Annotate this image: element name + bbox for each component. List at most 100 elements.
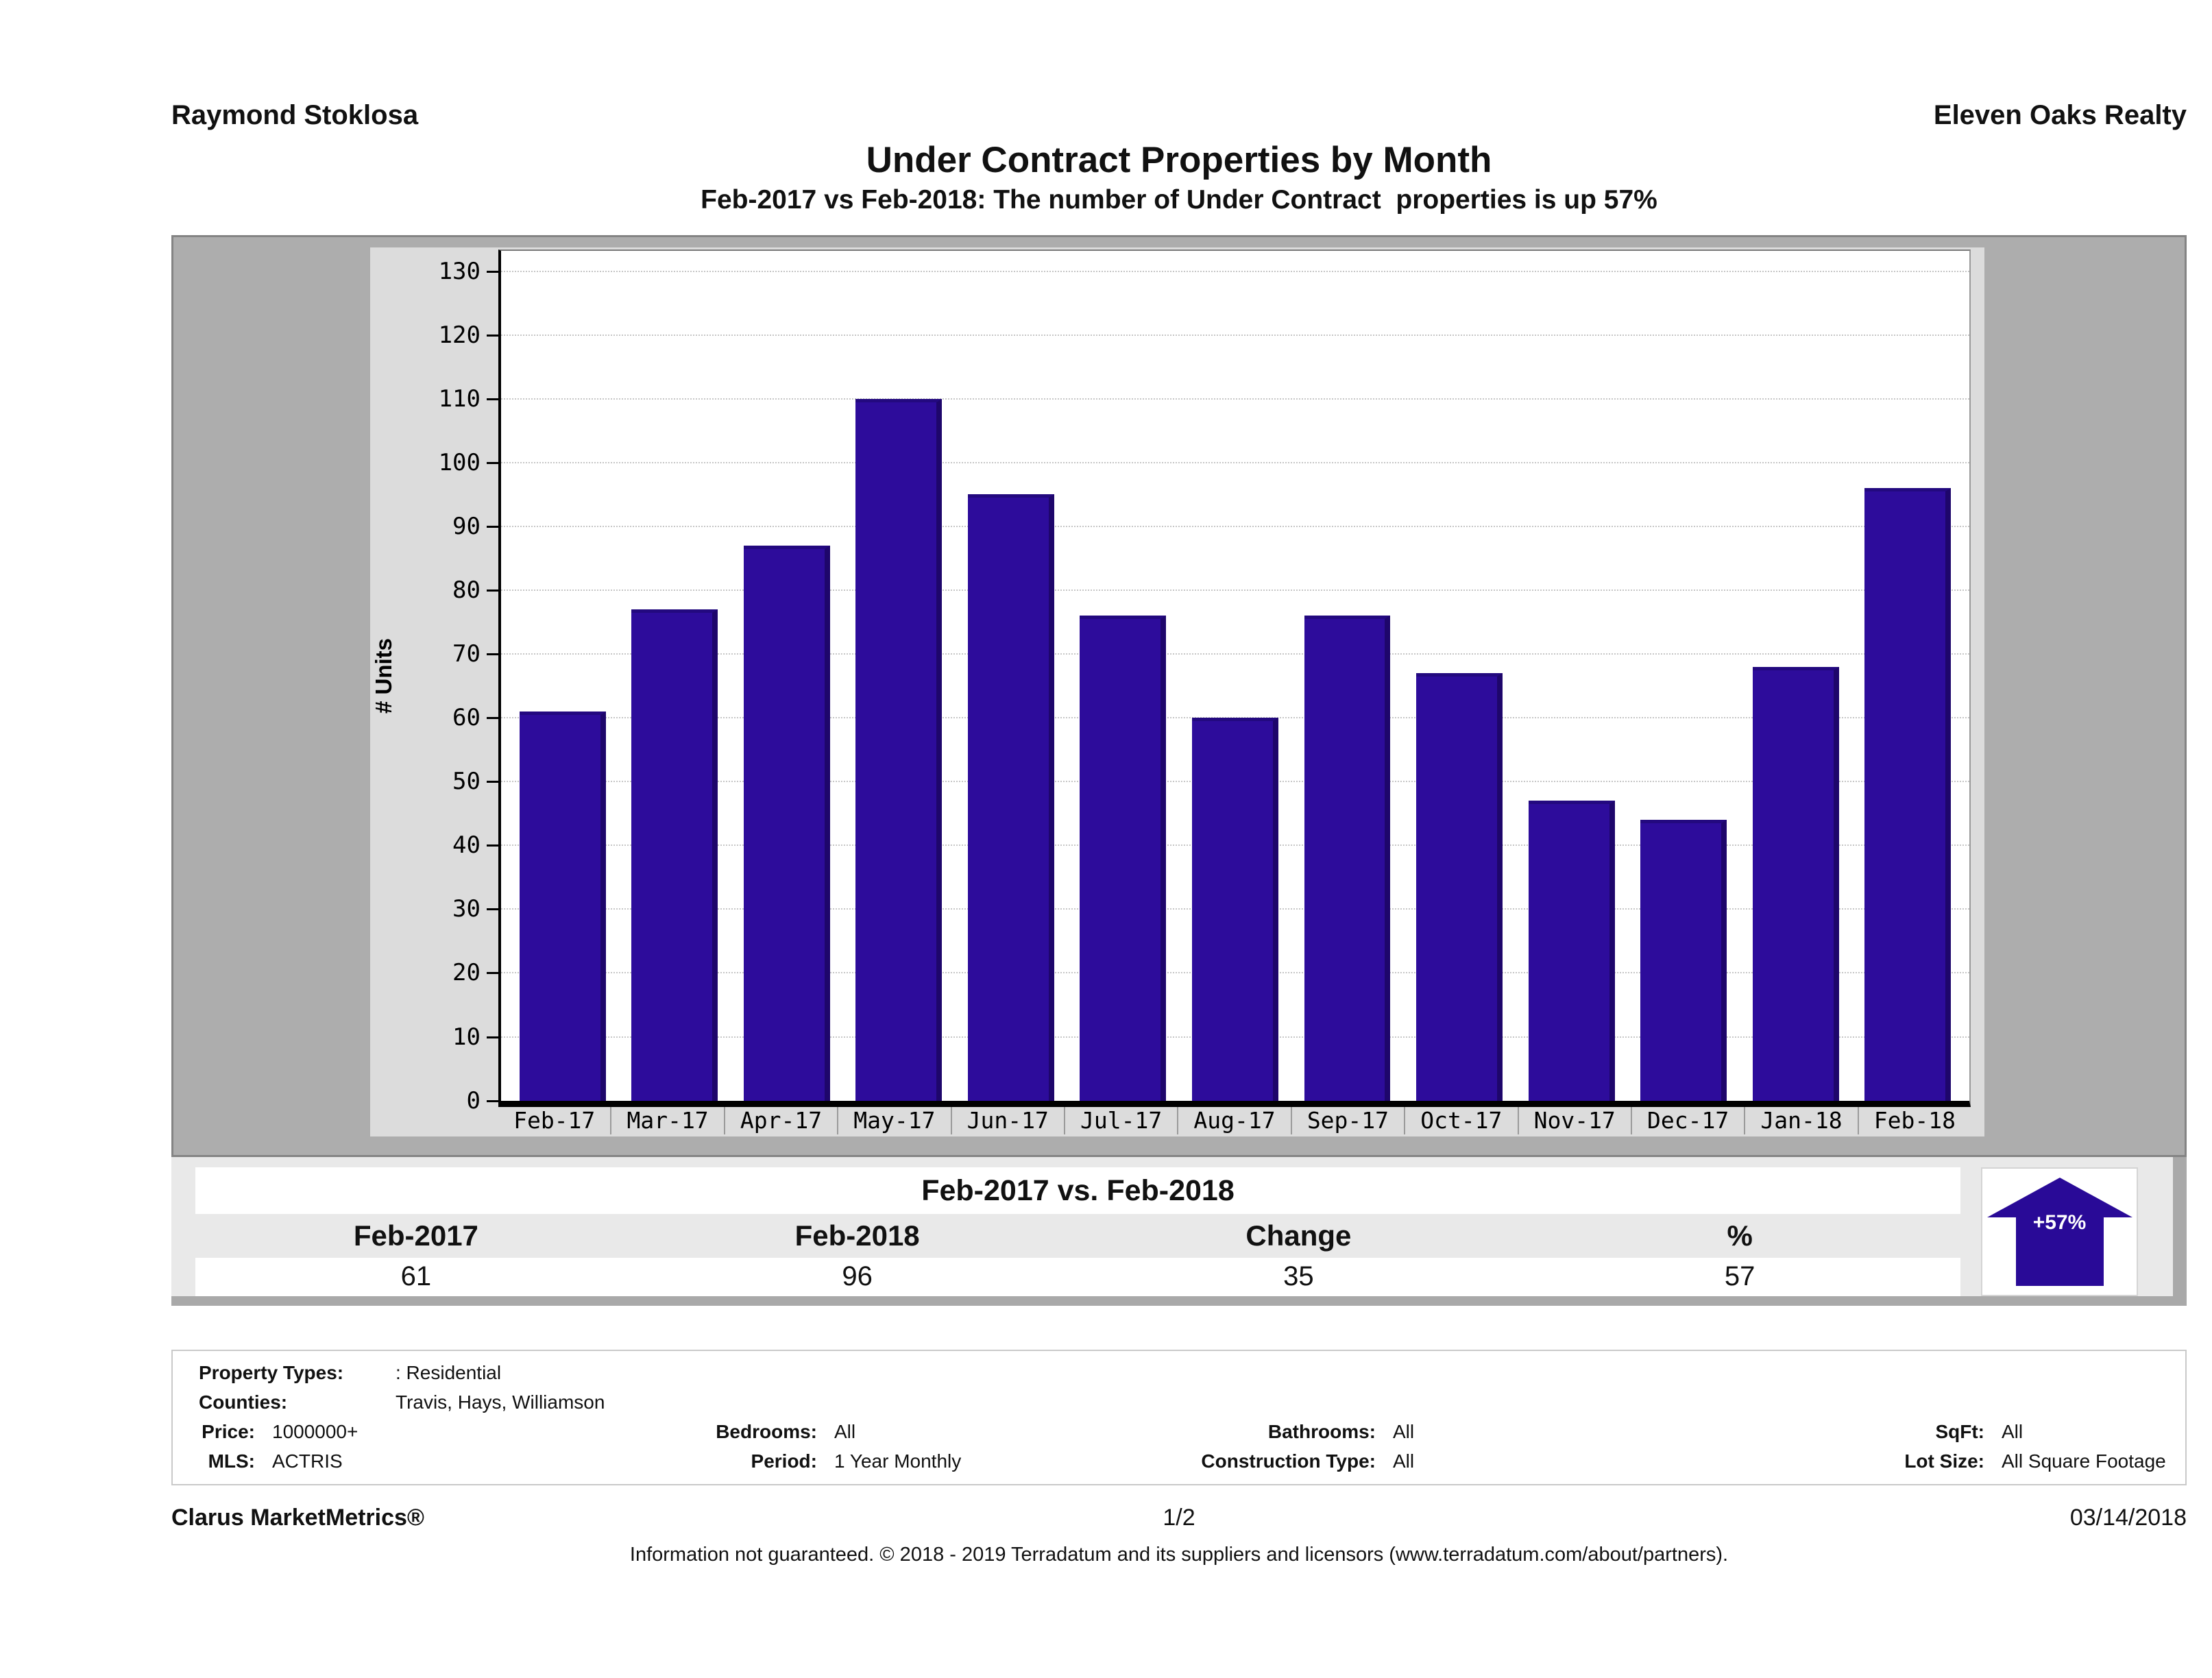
bar-slot xyxy=(1851,488,1964,1101)
y-axis-tick xyxy=(487,1099,498,1102)
y-axis-tick xyxy=(487,589,498,592)
bar-Jan-18 xyxy=(1752,666,1839,1101)
construction-type-value: All xyxy=(1393,1450,1415,1472)
value-change: 35 xyxy=(1283,1261,1314,1292)
criteria-row-mls: MLS: ACTRIS Period: 1 Year Monthly Const… xyxy=(173,1446,2185,1476)
bar-slot xyxy=(1627,820,1740,1101)
gridline xyxy=(501,270,1969,272)
bar-slot xyxy=(1179,718,1291,1101)
y-axis-tick-label: 130 xyxy=(438,257,481,285)
brokerage-name: Eleven Oaks Realty xyxy=(1933,100,2187,130)
bar-Dec-17 xyxy=(1640,820,1727,1101)
x-axis-label: Feb-18 xyxy=(1857,1106,1971,1134)
y-axis-tick-label: 70 xyxy=(452,640,481,668)
x-axis-labels: Feb-17 Mar-17 Apr-17 May-17 Jun-17 Jul-17 Aug-… xyxy=(498,1106,1971,1134)
y-axis-tick xyxy=(487,781,498,783)
x-axis-label: Dec-17 xyxy=(1630,1106,1744,1134)
y-axis-tick-label: 100 xyxy=(438,448,481,476)
bathrooms-value: All xyxy=(1393,1420,1415,1442)
footer-meta-row: Clarus MarketMetrics® 1/2 03/14/2018 xyxy=(171,1505,2187,1531)
bar-Jun-17 xyxy=(967,494,1054,1101)
chart-panel: # Units 0 10 20 30 40 50 60 70 80 90 100 110 120 130 … xyxy=(171,234,2187,1157)
page-title: Under Contract Properties by Month xyxy=(866,140,1492,180)
bar-slot xyxy=(619,609,731,1101)
mls-label: MLS: xyxy=(208,1450,255,1472)
criteria-row-property-types: Property Types: : Residential xyxy=(173,1358,2185,1387)
bar-slot xyxy=(507,711,619,1101)
column-header: Feb-2017 xyxy=(353,1219,478,1252)
agent-name: Raymond Stoklosa xyxy=(171,100,419,130)
column-header: % xyxy=(1727,1219,1753,1252)
bar-slot xyxy=(843,398,956,1101)
page-subtitle: Feb-2017 vs Feb-2018: The number of Unde… xyxy=(701,184,1657,215)
bathrooms-label: Bathrooms: xyxy=(1267,1420,1376,1442)
y-axis-tick xyxy=(487,334,498,337)
mls-value: ACTRIS xyxy=(272,1450,343,1472)
report-date: 03/14/2018 xyxy=(2069,1504,2187,1531)
plot-wrap: # Units 0 10 20 30 40 50 60 70 80 90 100 110 120 130 … xyxy=(371,249,1971,1134)
y-axis-tick-label: 60 xyxy=(452,704,481,732)
value-percent: 57 xyxy=(1724,1261,1755,1292)
y-axis-tick xyxy=(487,972,498,975)
y-axis-tick-label: 120 xyxy=(438,321,481,349)
bar-slot xyxy=(1740,666,1852,1101)
bar-Sep-17 xyxy=(1304,616,1391,1101)
construction-type-label: Construction Type: xyxy=(1201,1450,1376,1472)
x-axis-label: Jun-17 xyxy=(950,1106,1064,1134)
column-header: Change xyxy=(1245,1219,1352,1252)
comparison-header-row: Feb-2017 Feb-2018 Change % xyxy=(195,1214,1960,1258)
gridline xyxy=(501,334,1969,336)
trend-percent-label: +57% xyxy=(2032,1211,2087,1234)
column-header: Feb-2018 xyxy=(794,1219,920,1252)
x-axis-label: Mar-17 xyxy=(610,1106,723,1134)
comparison-value-row: 61 96 35 57 xyxy=(195,1257,1960,1296)
chart-canvas: # Units 0 10 20 30 40 50 60 70 80 90 100 110 120 130 … xyxy=(370,247,1984,1136)
gridline xyxy=(501,461,1969,463)
y-axis-tick-label: 110 xyxy=(438,385,481,413)
y-axis-tick-label: 10 xyxy=(452,1023,481,1051)
bar-slot xyxy=(1067,616,1180,1101)
bar-Feb-18 xyxy=(1864,488,1952,1101)
bedrooms-value: All xyxy=(834,1420,856,1442)
arrow-head xyxy=(1986,1177,2132,1217)
y-axis-tick-label: 90 xyxy=(452,512,481,540)
y-axis-tick xyxy=(487,717,498,720)
price-value: 1000000+ xyxy=(272,1420,358,1442)
trend-arrow-box: +57% xyxy=(1981,1167,2138,1296)
sqft-label: SqFt: xyxy=(1935,1420,1984,1442)
bedrooms-label: Bedrooms: xyxy=(716,1420,817,1442)
y-axis-tick xyxy=(487,653,498,656)
sqft-value: All xyxy=(2002,1420,2023,1442)
y-axis-tick-label: 0 xyxy=(466,1086,481,1115)
gridline xyxy=(501,653,1969,655)
bar-Nov-17 xyxy=(1528,801,1615,1101)
bar-slot xyxy=(1291,616,1404,1101)
x-axis-label: Aug-17 xyxy=(1177,1106,1290,1134)
y-axis-tick xyxy=(487,398,498,400)
value-feb-2018: 96 xyxy=(842,1261,873,1292)
plot-area: # Units 0 10 20 30 40 50 60 70 80 90 100 110 120 130 xyxy=(371,249,1971,1115)
lot-size-label: Lot Size: xyxy=(1904,1450,1984,1472)
period-label: Period: xyxy=(751,1450,817,1472)
counties-label: Counties: xyxy=(199,1391,288,1413)
y-axis-tick-label: 40 xyxy=(452,831,481,860)
bar-slot xyxy=(955,494,1067,1101)
y-axis-tick xyxy=(487,908,498,911)
property-types-value: : Residential xyxy=(396,1361,502,1383)
x-axis-label: Sep-17 xyxy=(1290,1106,1404,1134)
search-criteria-box: Property Types: : Residential Counties: … xyxy=(171,1349,2187,1485)
y-axis-tick-label: 20 xyxy=(452,959,481,987)
comparison-panel: Feb-2017 vs. Feb-2018 Feb-2017 Feb-2018 … xyxy=(171,1156,2187,1306)
criteria-row-price: Price: 1000000+ Bedrooms: All Bathrooms:… xyxy=(173,1417,2185,1446)
bar-Feb-17 xyxy=(519,711,606,1101)
report-header: Raymond Stoklosa Eleven Oaks Realty xyxy=(171,0,2187,129)
comparison-table: Feb-2017 vs. Feb-2018 Feb-2017 Feb-2018 … xyxy=(195,1167,1960,1296)
y-axis-tick xyxy=(487,525,498,528)
y-axis-tick-label: 80 xyxy=(452,576,481,604)
property-types-label: Property Types: xyxy=(199,1361,344,1383)
page-number: 1/2 xyxy=(1163,1504,1195,1531)
bar-slot xyxy=(1403,672,1516,1101)
x-axis-label: Jan-18 xyxy=(1744,1106,1857,1134)
period-value: 1 Year Monthly xyxy=(834,1450,962,1472)
y-axis-tick xyxy=(487,461,498,464)
